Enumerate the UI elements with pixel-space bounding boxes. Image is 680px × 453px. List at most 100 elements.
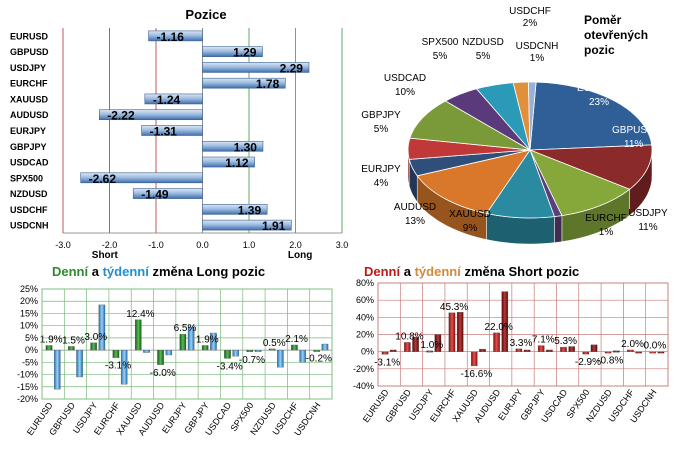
value-label: 1.78 — [256, 77, 280, 91]
y-tick-label: -10% — [17, 370, 38, 380]
weekly-change-bar — [412, 336, 419, 352]
pie-title-line: Poměr — [584, 13, 622, 27]
weekly-change-bar — [456, 312, 464, 352]
data-label: -0.2% — [306, 354, 332, 365]
position-bar — [98, 109, 203, 121]
daily-change-bar — [515, 348, 523, 352]
data-label: 1.9% — [40, 334, 63, 345]
data-label: 6.5% — [174, 323, 197, 334]
y-tick-label: 20% — [356, 330, 374, 340]
value-label: 2.29 — [280, 61, 304, 75]
pie-slice-percent: 11% — [638, 222, 657, 233]
daily-change-bar — [537, 345, 545, 352]
chart-title: Pozice — [185, 7, 226, 22]
daily-change-bar — [493, 332, 500, 352]
category-label: USDCAD — [10, 158, 49, 168]
weekly-change-bar — [254, 349, 262, 352]
weekly-change-bar — [390, 349, 397, 352]
data-label: 7.1% — [532, 335, 555, 346]
pie-slice — [529, 81, 653, 151]
pie-slice — [409, 100, 531, 151]
data-label: 0.5% — [263, 338, 286, 349]
category-label: GBPJPY — [10, 142, 47, 152]
pie-slice — [416, 149, 531, 214]
value-label: -1.16 — [157, 30, 185, 44]
pie-slice-percent: 9% — [463, 223, 478, 234]
data-label: 0.0% — [643, 341, 666, 352]
data-label: 45.3% — [440, 302, 468, 313]
x-tick-label: -2.0 — [102, 240, 118, 250]
y-tick-label: 80% — [356, 278, 374, 288]
title-part: týdenní — [103, 264, 150, 279]
data-label: 10.8% — [395, 331, 423, 342]
position-bar — [202, 140, 264, 152]
pie-slice-percent: 2% — [523, 18, 538, 29]
weekly-change-bar — [568, 346, 576, 352]
daily-change-bar — [112, 349, 120, 358]
daily-change-bar — [381, 351, 389, 355]
data-label: 1.5% — [62, 335, 85, 346]
chart-title: Denní a týdenní změna Short pozic — [364, 264, 579, 279]
pie-slice-percent: 1% — [530, 53, 545, 64]
y-tick-label: 20% — [20, 296, 38, 306]
daily-change-bar — [45, 345, 53, 351]
weekly-change-bar — [657, 351, 665, 354]
long-change-chart: Denní a týdenní změna Long pozic 25% 20% 15… — [17, 264, 333, 438]
position-bar — [202, 156, 255, 168]
category-label: EURJPY — [10, 126, 46, 136]
daily-change-bar — [90, 342, 97, 351]
category-label: XAUUSD — [10, 94, 49, 104]
daily-change-bar — [68, 346, 75, 351]
title-part: týdenní — [415, 264, 462, 279]
weekly-change-bar — [143, 349, 150, 353]
pie-slice-percent: 23% — [589, 97, 609, 108]
category-label: USDJPY — [10, 63, 46, 73]
chart-title: Denní a týdenní změna Long pozic — [52, 264, 265, 279]
daily-change-bar — [179, 334, 187, 351]
weekly-change-bar — [299, 349, 306, 363]
value-label: -2.62 — [89, 172, 117, 186]
value-label: -1.24 — [153, 93, 181, 107]
weekly-change-bar — [479, 348, 486, 352]
daily-change-bar — [649, 351, 656, 354]
positions-chart: Pozice EURUSD -1.16 GBPUSD 1.29 USDJPY 2.29 EUR… — [10, 7, 348, 261]
pie-slice-label: EURJPY — [361, 164, 401, 175]
weekly-change-bar — [165, 349, 173, 356]
title-part: Denní — [52, 264, 89, 279]
pie-title-line: pozic — [584, 43, 615, 57]
x-tick-label: 1.0 — [243, 240, 256, 250]
data-label: 2.0% — [621, 339, 644, 350]
pie-slice-percent: 5% — [374, 124, 389, 135]
weekly-change-bar — [98, 304, 106, 351]
data-label: 3.3% — [510, 338, 533, 349]
category-label: USDCHF — [10, 205, 48, 215]
weekly-change-bar — [635, 351, 642, 354]
plot-frame — [41, 288, 333, 400]
y-tick-label: 40% — [356, 312, 374, 322]
position-bar — [202, 77, 286, 89]
long-annotation: Long — [288, 250, 312, 261]
daily-change-bar — [201, 345, 209, 351]
daily-change-bar — [313, 349, 320, 352]
pie-slice-side — [554, 215, 563, 243]
daily-change-bar — [268, 348, 276, 351]
pie-title-line: otevřených — [584, 28, 648, 42]
y-tick-label: 60% — [356, 295, 374, 305]
data-label: -0.7% — [239, 355, 265, 366]
y-tick-label: -20% — [17, 394, 38, 404]
weekly-change-bar — [590, 344, 598, 352]
category-label: GBPUSD — [10, 47, 49, 57]
x-tick-label: -1.0 — [148, 240, 164, 250]
pie-slice-label: USDCHF — [509, 6, 551, 17]
y-tick-label: 0% — [361, 347, 374, 357]
title-part: a — [88, 264, 102, 279]
title-part: změna Long pozic — [149, 264, 265, 279]
pie-slice-percent: 11% — [624, 139, 643, 150]
weekly-change-bar — [321, 343, 329, 351]
value-label: 1.91 — [262, 219, 286, 233]
value-label: -1.49 — [141, 188, 169, 202]
position-bar — [202, 204, 268, 215]
weekly-change-bar — [277, 349, 284, 368]
x-tick-label: -3.0 — [55, 240, 71, 250]
